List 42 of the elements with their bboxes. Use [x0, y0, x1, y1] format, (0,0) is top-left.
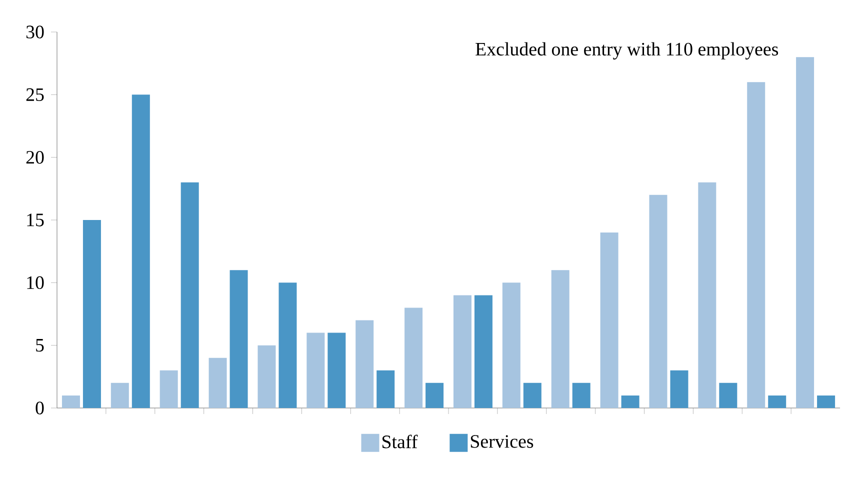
y-tick-label: 5 — [36, 339, 44, 352]
bar — [62, 395, 80, 408]
bar — [132, 94, 150, 408]
legend-label: Services — [470, 435, 534, 448]
bar — [376, 370, 395, 408]
bar — [208, 358, 227, 408]
bar — [649, 194, 668, 408]
y-tick-label: 25 — [26, 88, 44, 102]
bar — [572, 382, 590, 408]
bar — [82, 220, 101, 408]
legend-label: Staff — [382, 434, 418, 448]
bar — [110, 382, 129, 408]
bar — [796, 57, 814, 408]
bar — [523, 382, 542, 408]
bar — [621, 395, 640, 408]
y-tick-label: 0 — [36, 402, 44, 414]
bar — [698, 182, 716, 408]
bar — [719, 382, 738, 408]
bar — [258, 345, 276, 408]
bar — [278, 282, 297, 408]
bar — [426, 382, 444, 408]
y-tick-label: 20 — [26, 150, 44, 164]
bar — [453, 295, 472, 408]
bar — [551, 270, 570, 408]
bar — [502, 282, 520, 408]
y-tick-label: 30 — [26, 26, 44, 38]
bar — [817, 395, 836, 408]
y-tick-label: 10 — [27, 276, 44, 290]
annotation: Excluded one entry with 110 employees — [476, 42, 778, 60]
bar — [747, 82, 766, 408]
bar — [404, 308, 423, 408]
bar — [768, 395, 786, 408]
bar — [160, 370, 178, 408]
bar — [306, 332, 325, 408]
y-tick-label: 15 — [27, 214, 44, 226]
bar — [230, 270, 248, 408]
bar — [474, 295, 492, 408]
bar — [180, 182, 199, 408]
bar — [328, 332, 346, 408]
bar — [670, 370, 688, 408]
bar — [356, 320, 374, 408]
bar — [600, 232, 618, 408]
